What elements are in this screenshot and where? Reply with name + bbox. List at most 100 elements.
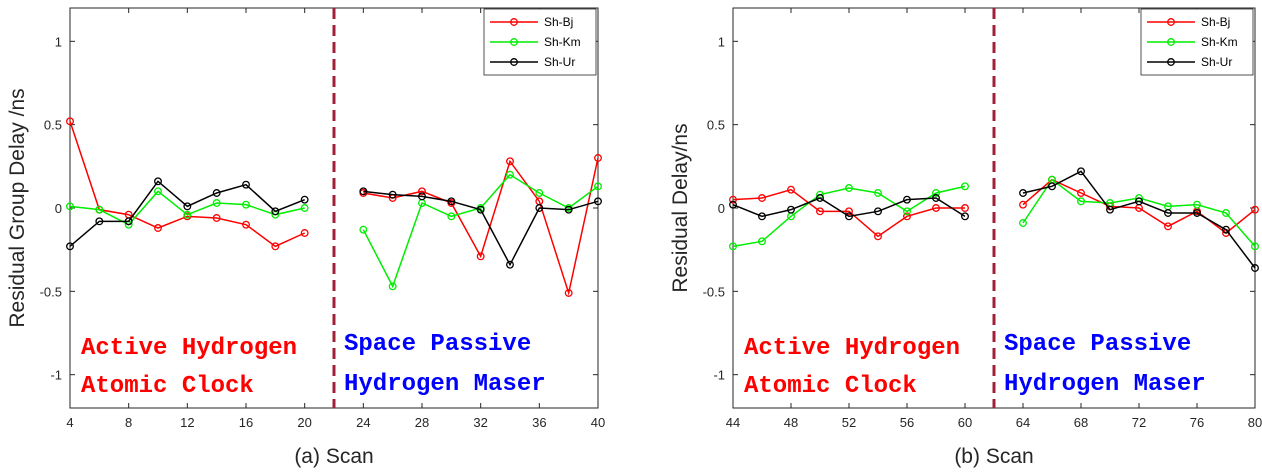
- data-point: [594, 154, 602, 162]
- x-tick-label: 8: [125, 415, 132, 430]
- series-line: [69, 180, 305, 247]
- data-point: [729, 242, 737, 251]
- data-point: [66, 242, 74, 251]
- data-point: [476, 252, 485, 261]
- data-point: [1222, 225, 1230, 234]
- data-point: [506, 157, 514, 166]
- x-tick-label: 24: [356, 415, 370, 430]
- legend: Sh-Bj Sh-Km Sh-Ur: [1140, 8, 1254, 76]
- data-point: [816, 194, 824, 202]
- data-point: [124, 217, 133, 226]
- x-tick-label: 60: [958, 415, 972, 430]
- series-sh-ur: [729, 167, 1259, 272]
- annotation-right-line2: Hydrogen Maser: [1004, 371, 1206, 398]
- x-axis-label: (b) Scan: [954, 445, 1033, 468]
- data-point: [787, 205, 795, 214]
- series-line: [69, 190, 305, 226]
- data-point: [932, 194, 940, 202]
- y-tick-label: 0.5: [707, 118, 725, 133]
- y-axis-label: Residual Group Delay /ns: [6, 88, 29, 327]
- data-point: [758, 237, 766, 246]
- legend-label: Sh-Ur: [1201, 55, 1232, 69]
- data-point: [506, 170, 514, 179]
- data-point: [300, 195, 309, 204]
- x-tick-label: 4: [66, 415, 73, 430]
- series-line: [732, 197, 966, 218]
- annotation-right-line2: Hydrogen Maser: [344, 371, 546, 398]
- x-tick-label: 36: [532, 415, 546, 430]
- annotation-left-line1: Active Hydrogen: [744, 335, 960, 362]
- data-point: [787, 185, 795, 194]
- data-point: [66, 202, 74, 211]
- data-point: [95, 205, 104, 214]
- data-point: [1077, 167, 1085, 176]
- data-point: [816, 207, 824, 216]
- y-tick-label: 1: [55, 34, 62, 49]
- data-point: [1164, 209, 1172, 217]
- x-tick-label: 44: [726, 415, 740, 430]
- x-tick-label: 16: [239, 415, 253, 430]
- annotation-right-line1: Space Passive: [344, 331, 531, 358]
- data-point: [300, 229, 309, 237]
- data-point: [845, 184, 853, 192]
- data-point: [359, 187, 368, 196]
- data-point: [242, 200, 250, 209]
- y-tick-label: -1: [50, 368, 62, 383]
- legend-marker: [510, 38, 518, 46]
- x-tick-label: 32: [473, 415, 487, 430]
- annotation-left-line1: Active Hydrogen: [81, 335, 297, 362]
- annotation-right-line1: Space Passive: [1004, 331, 1191, 358]
- data-point: [359, 225, 368, 234]
- data-point: [506, 260, 514, 269]
- data-point: [564, 205, 573, 214]
- legend-label: Sh-Km: [1201, 35, 1238, 49]
- data-point: [95, 217, 104, 226]
- annotation-left-line2: Atomic Clock: [81, 373, 254, 400]
- y-tick-label: 0: [718, 201, 725, 216]
- data-point: [903, 195, 911, 204]
- x-tick-label: 64: [1016, 415, 1030, 430]
- data-point: [242, 180, 250, 189]
- x-tick-label: 76: [1190, 415, 1204, 430]
- data-point: [1222, 209, 1230, 217]
- data-point: [845, 207, 853, 216]
- data-point: [874, 189, 882, 197]
- data-point: [961, 212, 969, 221]
- series-line: [732, 188, 965, 238]
- panel-b: 44 48 52 56 60 64 68 72 76 80 -1 -0.5 0 0.5 1 (b) Scan R…: [669, 7, 1262, 468]
- x-axis-label: (a) Scan: [294, 445, 373, 468]
- legend-marker: [1167, 38, 1175, 46]
- data-point: [903, 212, 911, 221]
- data-point: [154, 187, 162, 196]
- series-line: [1022, 170, 1256, 269]
- x-tick-label: 56: [900, 415, 914, 430]
- legend: Sh-Bj Sh-Km Sh-Ur: [483, 8, 597, 76]
- data-point: [961, 182, 969, 191]
- data-point: [594, 197, 602, 206]
- data-point: [66, 117, 74, 126]
- y-axis-label: Residual Delay/ns: [669, 123, 692, 292]
- data-point: [271, 207, 280, 216]
- data-point: [932, 204, 940, 212]
- data-point: [1019, 189, 1027, 197]
- y-tick-label: -1: [713, 368, 725, 383]
- data-point: [1019, 200, 1027, 209]
- data-point: [874, 207, 882, 216]
- x-tick-label: 40: [591, 415, 605, 430]
- legend-label: Sh-Bj: [1201, 15, 1230, 29]
- data-point: [1193, 200, 1201, 209]
- x-tick-label: 80: [1248, 415, 1262, 430]
- x-tick-label: 48: [784, 415, 798, 430]
- data-point: [1106, 205, 1114, 214]
- data-point: [729, 200, 737, 209]
- annotation-left-line2: Atomic Clock: [744, 373, 917, 400]
- data-point: [447, 197, 456, 206]
- x-tick-label: 28: [415, 415, 429, 430]
- data-point: [212, 199, 221, 207]
- x-tick-label: 72: [1132, 415, 1146, 430]
- data-point: [418, 192, 426, 201]
- data-point: [242, 220, 250, 229]
- legend-label: Sh-Bj: [544, 15, 573, 29]
- data-point: [418, 187, 426, 196]
